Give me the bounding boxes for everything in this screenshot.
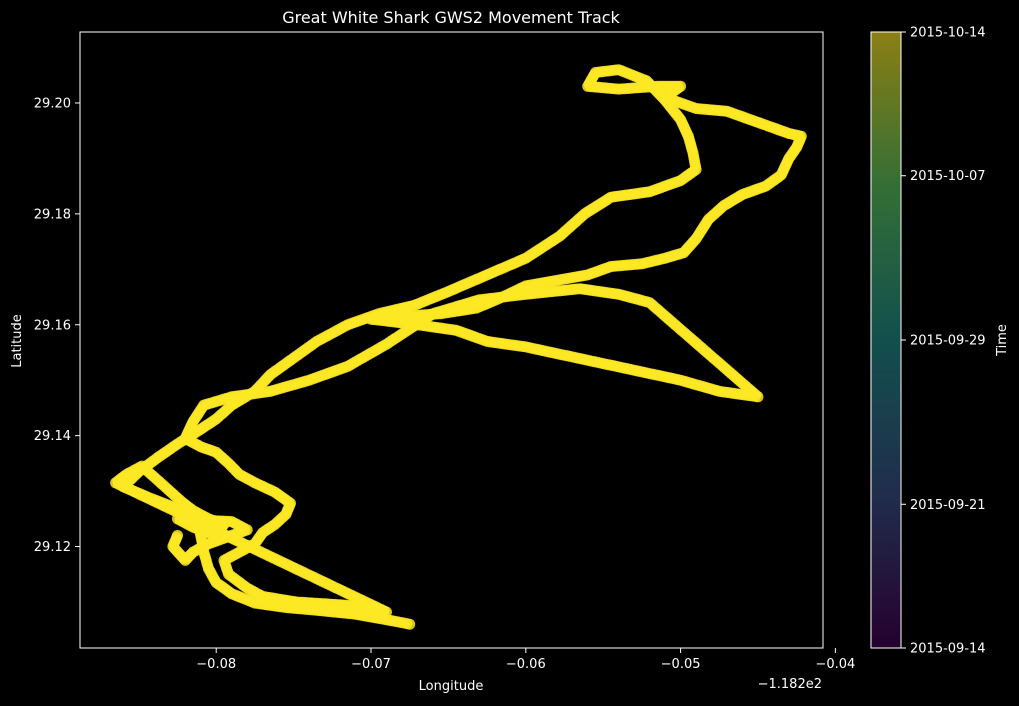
- chart-title: Great White Shark GWS2 Movement Track: [282, 8, 620, 27]
- colorbar: [871, 32, 901, 648]
- x-tick-label: −0.06: [506, 657, 546, 672]
- colorbar-tick-label: 2015-10-07: [910, 169, 986, 184]
- x-axis-label: Longitude: [419, 679, 484, 694]
- track-point: [172, 529, 184, 541]
- colorbar-tick-label: 2015-09-29: [910, 334, 986, 349]
- colorbar-label: Time: [995, 324, 1010, 357]
- colorbar-tick-label: 2015-09-21: [910, 498, 986, 513]
- x-axis-offset-label: −1.182e2: [758, 677, 822, 692]
- colorbar-tick-label: 2015-09-14: [910, 642, 986, 657]
- colorbar-ticks: 2015-10-14 2015-10-07 2015-09-29 2015-09-21…: [901, 26, 986, 657]
- y-tick-label: 29.12: [34, 540, 71, 555]
- x-tick-label: −0.08: [196, 657, 236, 672]
- y-tick-label: 29.14: [34, 429, 71, 444]
- track-points: [110, 64, 807, 630]
- y-tick-label: 29.20: [34, 96, 71, 111]
- x-tick-label: −0.07: [351, 657, 391, 672]
- y-axis-label: Latitude: [10, 314, 25, 368]
- x-axis: −0.08 −0.07 −0.06 −0.05 −0.04: [196, 648, 855, 672]
- x-tick-label: −0.04: [815, 657, 855, 672]
- y-tick-label: 29.16: [34, 318, 71, 333]
- y-tick-label: 29.18: [34, 207, 71, 222]
- x-tick-label: −0.05: [661, 657, 701, 672]
- y-axis: 29.12 29.14 29.16 29.18 29.20: [34, 96, 80, 555]
- colorbar-tick-label: 2015-10-14: [910, 26, 986, 41]
